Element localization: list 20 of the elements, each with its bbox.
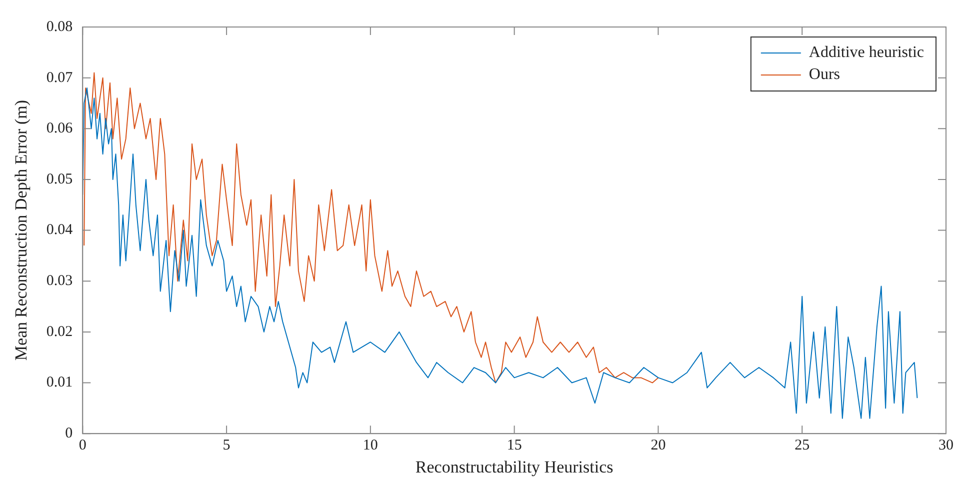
y-tick-label: 0.03 xyxy=(46,273,73,290)
x-tick-label: 20 xyxy=(650,438,666,454)
y-tick-label: 0.07 xyxy=(46,70,74,86)
legend-label: Ours xyxy=(808,66,840,84)
y-tick-label: 0.06 xyxy=(46,120,74,137)
x-tick-label: 25 xyxy=(794,438,810,454)
x-tick-label: 10 xyxy=(362,438,378,454)
y-tick-label: 0.02 xyxy=(46,324,73,340)
x-axis-title: Reconstructability Heuristics xyxy=(415,457,614,476)
y-tick-label: 0.04 xyxy=(46,222,74,238)
y-tick-label: 0.05 xyxy=(46,171,73,188)
x-tick-label: 0 xyxy=(78,438,86,454)
y-axis-title: Mean Reconstruction Depth Error (m) xyxy=(12,100,31,361)
legend-label: Additive heuristic xyxy=(808,44,924,62)
x-tick-label: 15 xyxy=(506,438,522,454)
y-tick-label: 0.08 xyxy=(46,18,73,35)
y-tick-label: 0.01 xyxy=(46,374,73,391)
y-tick-label: 0 xyxy=(65,426,73,442)
x-tick-label: 5 xyxy=(222,438,230,454)
x-tick-label: 30 xyxy=(938,438,954,454)
